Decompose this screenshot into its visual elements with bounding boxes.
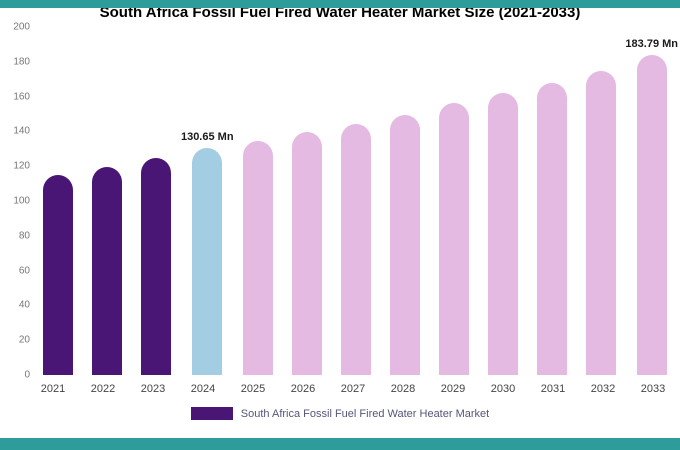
- bar-value-label: 130.65 Mn: [180, 130, 234, 143]
- bar-column: [429, 27, 478, 375]
- y-tick-label: 60: [18, 265, 30, 277]
- bar-column: 130.65 Mn: [181, 27, 234, 375]
- x-axis-label: 2027: [340, 383, 366, 395]
- bar-column: [83, 27, 132, 375]
- bar-2025[interactable]: [243, 140, 274, 375]
- y-tick-label: 80: [18, 230, 30, 242]
- bar-column: [132, 27, 181, 375]
- bar-2027[interactable]: [341, 124, 371, 375]
- y-tick-label: 180: [13, 56, 30, 68]
- bar-column: [34, 27, 83, 375]
- bar-2021[interactable]: [43, 174, 74, 375]
- x-axis-label: 2029: [440, 383, 466, 395]
- bar-2023[interactable]: [141, 158, 172, 375]
- bar-column: [283, 27, 332, 375]
- legend-swatch: [190, 407, 233, 420]
- bar-2028[interactable]: [389, 114, 420, 375]
- legend: South Africa Fossil Fuel Fired Water Hea…: [0, 407, 680, 420]
- x-axis-label: 2021: [40, 383, 66, 395]
- x-axis-label: 2025: [240, 383, 266, 395]
- bar-2029[interactable]: [438, 102, 469, 375]
- y-tick-label: 100: [13, 195, 30, 207]
- bar-column: [478, 27, 527, 375]
- bar-column: [527, 27, 576, 375]
- x-axis-label: 2024: [190, 383, 216, 395]
- x-axis-label: 2026: [290, 383, 316, 395]
- x-axis-label: 2023: [140, 383, 166, 395]
- bottom-accent-strip: [0, 438, 680, 450]
- bar-2031[interactable]: [536, 82, 567, 375]
- x-axis-label: 2030: [490, 383, 516, 395]
- legend-label: South Africa Fossil Fuel Fired Water Hea…: [240, 407, 490, 420]
- x-axis: 2021 2022 2023 2024 2025 2026 2027 2028 2029 2030…: [28, 375, 678, 395]
- y-tick-label: 20: [18, 334, 30, 346]
- x-axis-label: 2022: [90, 383, 116, 395]
- x-axis-label: 2028: [390, 383, 416, 395]
- bar-2022[interactable]: [92, 167, 123, 375]
- y-tick-label: 0: [24, 369, 30, 381]
- y-tick-label: 120: [13, 160, 30, 172]
- y-axis: 0 20 40 60 80 100 120 140 160 180 200: [6, 22, 34, 381]
- bar-2032[interactable]: [585, 71, 616, 375]
- y-tick-label: 140: [13, 125, 30, 137]
- bar-column: 183.79 Mn: [625, 27, 678, 375]
- bar-2026[interactable]: [292, 132, 323, 375]
- top-accent-strip: [0, 0, 680, 8]
- chart-title: South Africa Fossil Fuel Fired Water Hea…: [99, 4, 581, 21]
- chart-area: 0 20 40 60 80 100 120 140 160 180 200 130.65 Mn 183…: [6, 22, 678, 381]
- bar-2024[interactable]: [192, 147, 223, 375]
- bar-2033[interactable]: [636, 55, 667, 375]
- y-tick-label: 160: [13, 91, 30, 103]
- bar-value-label: 183.79 Mn: [625, 38, 679, 51]
- bar-column: [576, 27, 625, 375]
- bar-column: [234, 27, 283, 375]
- y-tick-label: 200: [13, 21, 30, 33]
- bar-2030[interactable]: [487, 93, 518, 375]
- plot-area: 130.65 Mn 183.79 Mn: [34, 27, 678, 375]
- x-axis-label: 2032: [590, 383, 616, 395]
- bar-column: [332, 27, 381, 375]
- x-axis-label: 2033: [640, 383, 666, 395]
- y-tick-label: 40: [18, 299, 30, 311]
- x-axis-label: 2031: [540, 383, 566, 395]
- bar-column: [381, 27, 430, 375]
